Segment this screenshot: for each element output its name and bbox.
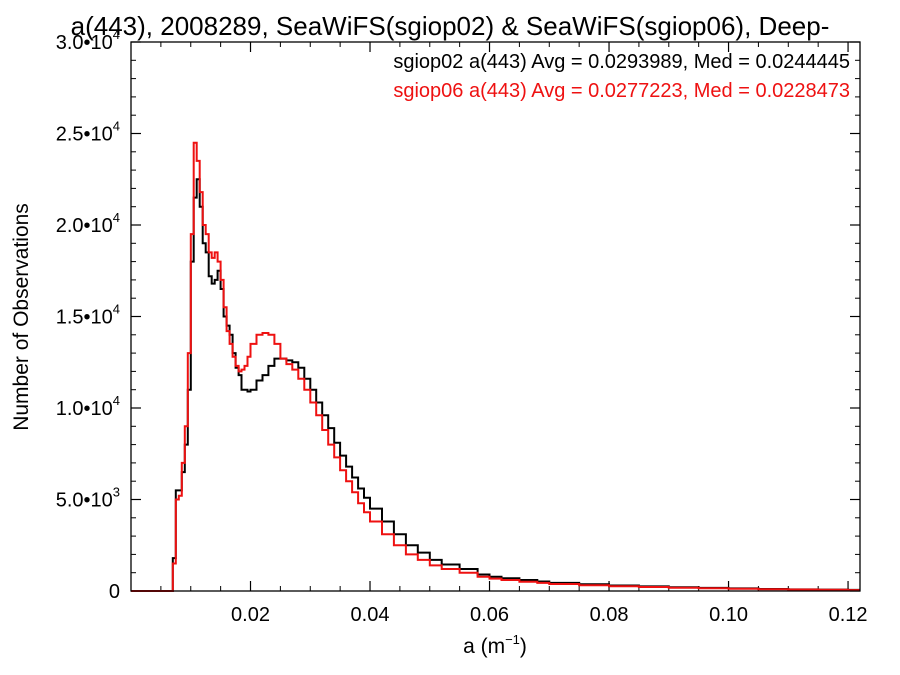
series-lines bbox=[131, 141, 860, 592]
x-tick-label: 0.06 bbox=[470, 604, 509, 626]
x-axis-label: a (m−1) bbox=[463, 632, 527, 658]
y-tick-label: 0 bbox=[109, 581, 120, 603]
legend: sgiop02 a(443) Avg = 0.0293989, Med = 0.… bbox=[393, 51, 850, 102]
series-line-sgiop02 bbox=[131, 178, 860, 592]
legend-entry-sgiop06: sgiop06 a(443) Avg = 0.0277223, Med = 0.… bbox=[393, 80, 850, 102]
x-axis-label-exponent: −1 bbox=[505, 632, 520, 647]
y-axis-label-group: Number of Observations bbox=[10, 203, 33, 431]
x-tick-label: 0.04 bbox=[351, 604, 390, 626]
series-line-sgiop06 bbox=[131, 141, 860, 592]
legend-entry-sgiop02: sgiop02 a(443) Avg = 0.0293989, Med = 0.… bbox=[393, 51, 850, 73]
y-tick-label: 1.0•104 bbox=[56, 393, 120, 420]
x-ticks: 0.02 0.04 0.06 0.08 0.10 0.12 bbox=[160, 42, 868, 626]
y-tick-label: 1.5•104 bbox=[56, 302, 120, 329]
y-tick-label: 2.5•104 bbox=[56, 119, 120, 146]
x-tick-label: 0.10 bbox=[709, 604, 748, 626]
y-tick-label: 2.0•104 bbox=[56, 210, 120, 237]
y-axis-label: Number of Observations bbox=[10, 203, 33, 431]
x-axis-label-close: ) bbox=[520, 635, 527, 658]
x-axis-label-base: a (m bbox=[463, 635, 505, 658]
x-tick-label: 0.12 bbox=[829, 604, 868, 626]
y-ticks: 0 5.0•103 1.0•104 1.5•104 2.0•104 2.5•104 3.0•… bbox=[56, 27, 860, 603]
y-tick-label: 3.0•104 bbox=[56, 27, 120, 54]
y-tick-label: 5.0•103 bbox=[56, 485, 120, 512]
x-tick-label: 0.02 bbox=[231, 604, 270, 626]
x-tick-label: 0.08 bbox=[590, 604, 629, 626]
plot-frame bbox=[130, 41, 861, 592]
chart-title: a(443), 2008289, SeaWiFS(sgiop02) & SeaW… bbox=[71, 11, 830, 41]
